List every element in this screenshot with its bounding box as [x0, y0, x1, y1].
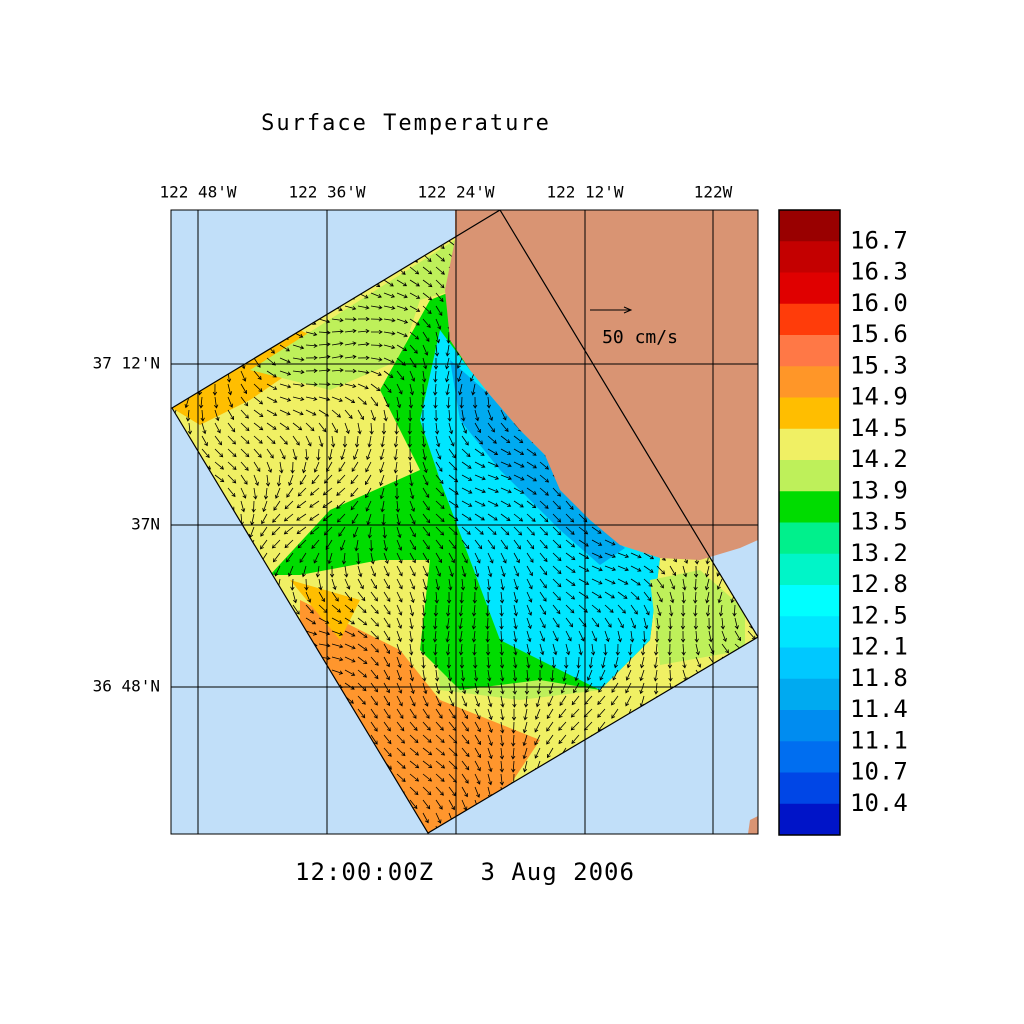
lon-label: 122 12'W — [546, 183, 623, 202]
colorbar-label: 14.5 — [850, 414, 908, 442]
title: Surface Temperature — [261, 111, 551, 136]
colorbar-label: 12.5 — [850, 601, 908, 629]
color-swatch — [779, 616, 840, 648]
lon-label: 122 36'W — [288, 183, 365, 202]
colorbar-label: 10.4 — [850, 789, 908, 817]
color-swatch — [779, 772, 840, 805]
color-swatch — [779, 428, 840, 461]
color-swatch — [779, 491, 840, 523]
colorbar-label: 13.9 — [850, 476, 908, 504]
domain-outline — [171, 210, 758, 834]
colorbar-label: 14.9 — [850, 383, 908, 411]
colorbar-label: 15.6 — [850, 320, 908, 348]
color-swatch — [779, 678, 840, 711]
lon-label: 122 48'W — [159, 183, 236, 202]
color-swatch — [779, 741, 840, 773]
colorbar-label: 12.1 — [850, 633, 908, 661]
land — [445, 210, 758, 560]
colorbar-label: 12.8 — [850, 570, 908, 598]
color-swatch — [779, 710, 840, 742]
colorbar: 16.7 16.3 16.0 15.6 15.3 14.9 14.5 14.2 13.9 13.5… — [778, 209, 908, 836]
colorbar-label: 13.5 — [850, 508, 908, 536]
colorbar-frame — [778, 209, 841, 836]
colorbar-label: 16.3 — [850, 258, 908, 286]
color-swatch — [779, 335, 840, 367]
colorbar-label: 16.7 — [850, 226, 908, 254]
colorbar-label: 11.1 — [850, 726, 908, 754]
color-swatch — [779, 522, 840, 555]
color-swatch — [779, 585, 840, 617]
color-swatch — [779, 803, 840, 836]
colorbar-label: 15.3 — [850, 351, 908, 379]
color-swatch — [779, 397, 840, 430]
colorbar-label: 14.2 — [850, 445, 908, 473]
scale-label: 50 cm/s — [602, 327, 678, 348]
color-swatch — [779, 553, 840, 586]
time-label: 12:00:00Z 3 Aug 2006 — [295, 858, 635, 886]
colorbar-label: 13.2 — [850, 539, 908, 567]
color-swatch — [779, 303, 840, 336]
lon-label: 122W — [694, 183, 733, 202]
colorbar-label: 16.0 — [850, 289, 908, 317]
graticule — [171, 210, 758, 834]
colorbar-label: 11.4 — [850, 695, 908, 723]
map-area — [171, 210, 758, 834]
map-frame — [170, 209, 759, 835]
color-swatch — [779, 460, 840, 492]
color-swatch — [779, 647, 840, 680]
lat-label: 36 48'N — [93, 677, 160, 696]
lon-label: 122 24'W — [417, 183, 494, 202]
color-swatch — [779, 272, 840, 305]
colorbar-label: 11.8 — [850, 664, 908, 692]
lat-label: 37N — [131, 515, 160, 534]
color-swatch — [779, 366, 840, 398]
lat-label: 37 12'N — [93, 354, 160, 373]
colorbar-label: 10.7 — [850, 758, 908, 786]
color-swatch — [779, 210, 840, 242]
color-swatch — [779, 241, 840, 273]
